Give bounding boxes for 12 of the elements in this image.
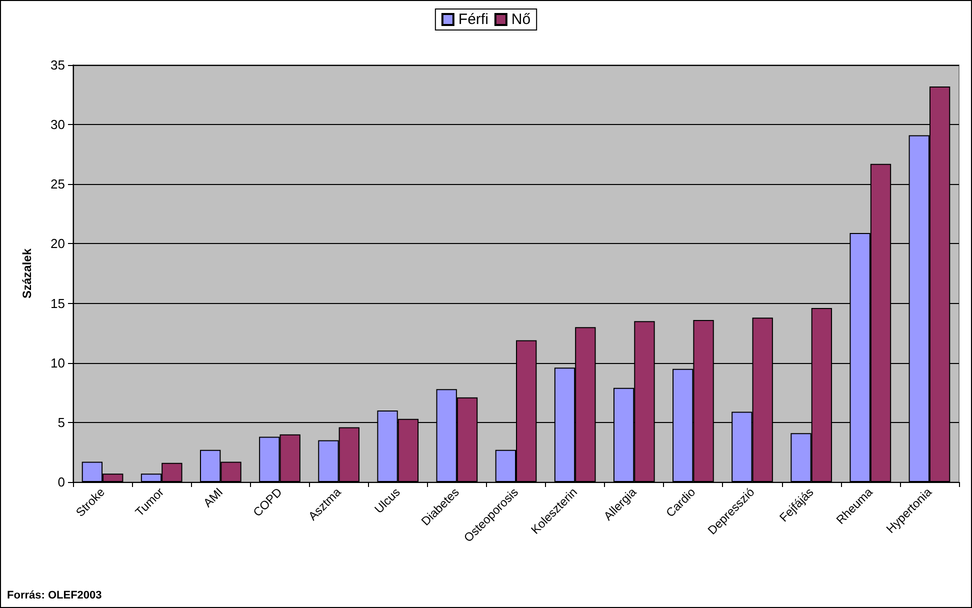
legend-label: Férfi [458, 11, 488, 28]
y-tick-label: 5 [58, 414, 65, 430]
y-tick-label: 25 [50, 176, 65, 192]
text: Forrás: OLEF2003 [7, 590, 102, 602]
y-axis-title: Százalek [20, 248, 34, 299]
y-tick-label: 15 [50, 296, 65, 311]
y-tick-label: 0 [58, 474, 65, 490]
y-tick-label: 20 [50, 236, 65, 252]
y-tick-label: 35 [50, 58, 65, 72]
y-tick-label: 30 [50, 117, 65, 132]
legend-label: Nő [511, 11, 531, 28]
y-tick-label: 10 [50, 355, 65, 370]
